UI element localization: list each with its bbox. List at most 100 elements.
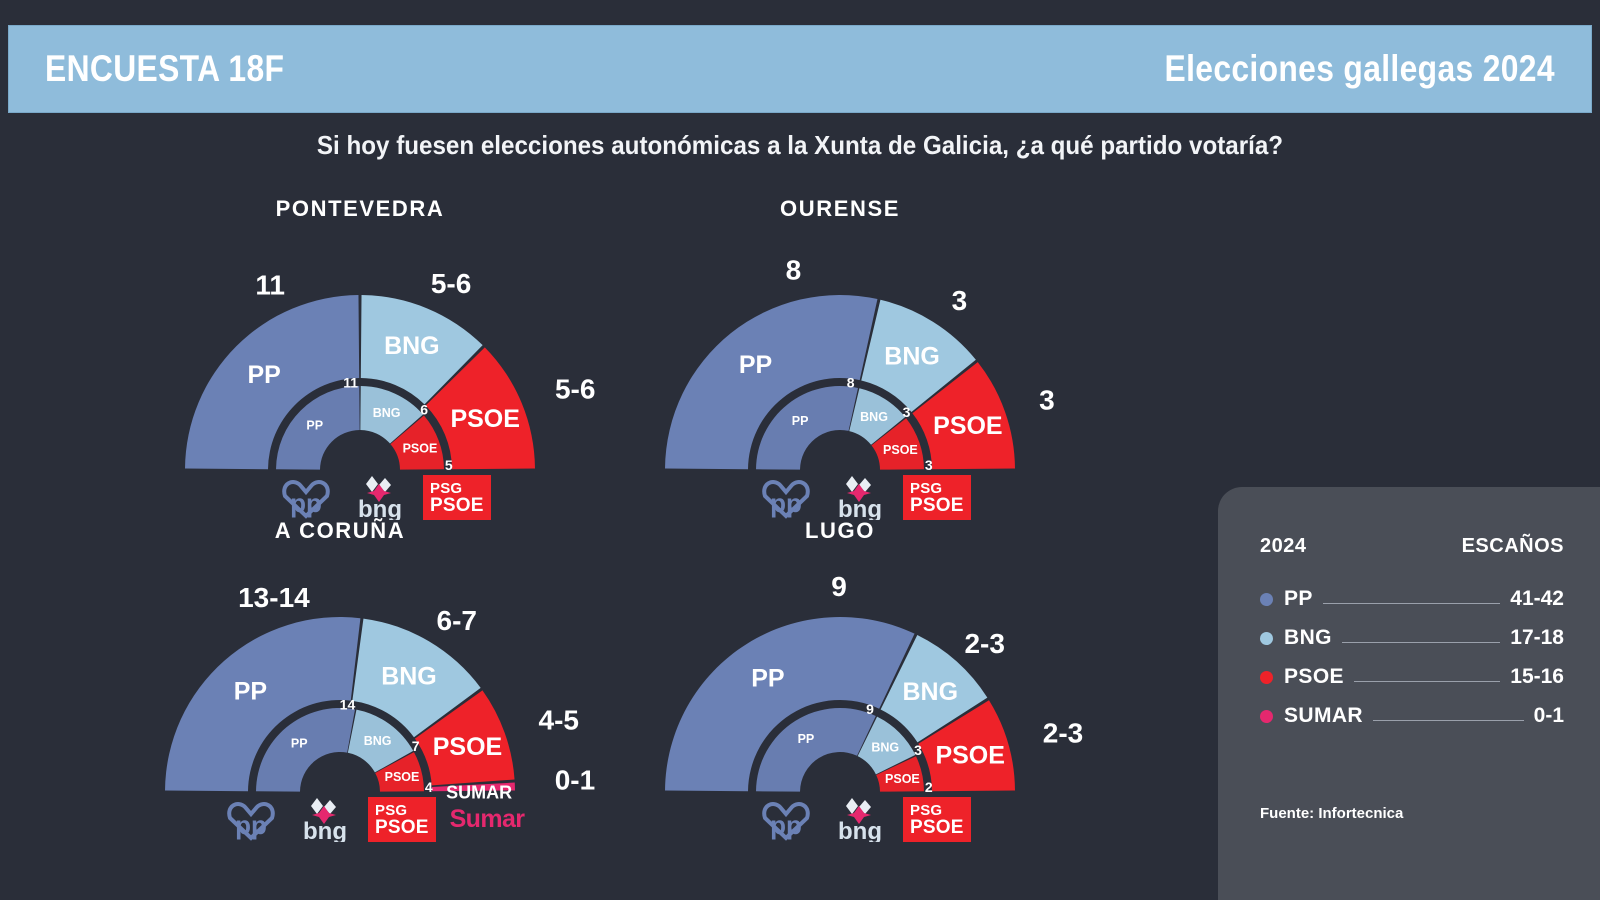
inner-arc-label: BNG <box>860 410 888 424</box>
outer-arc-label: BNG <box>381 662 437 690</box>
inner-arc-value: 3 <box>903 404 911 420</box>
outer-arc-value: 8 <box>786 254 802 285</box>
outer-arc-value: 0-1 <box>555 765 595 796</box>
outer-arc-label: PSOE <box>433 733 502 761</box>
pp-logo: pp <box>755 798 817 842</box>
source-credit: Fuente: Infortecnica <box>1260 805 1404 822</box>
legend-leader-line <box>1353 680 1501 682</box>
inner-arc-value: 5 <box>445 457 453 473</box>
outer-arc-label: PP <box>234 677 267 705</box>
outer-arc-pp <box>165 617 361 792</box>
outer-arc-bng <box>861 299 976 413</box>
legend-seats-header: ESCAÑOS <box>1461 535 1564 557</box>
chart-title: OURENSE <box>780 196 900 221</box>
inner-arc-pp <box>256 708 356 792</box>
inner-arc-psoe <box>871 418 924 470</box>
chart-title: LUGO <box>805 518 875 543</box>
inner-arc-value: 2 <box>925 779 933 795</box>
svg-text:bng: bng <box>838 496 882 520</box>
chart-title: PONTEVEDRA <box>275 196 445 221</box>
outer-arc-label: BNG <box>884 342 940 370</box>
outer-arc-value: 3 <box>1039 384 1055 415</box>
inner-arc-pp <box>276 386 360 470</box>
inner-arc-psoe <box>375 752 424 792</box>
outer-arc-pp <box>665 295 878 470</box>
pp-logo-icon: pp <box>762 480 810 519</box>
psoe-logo-line1: PSG <box>430 480 463 497</box>
outer-arc-label: PP <box>248 361 281 389</box>
inner-arc-value: 4 <box>425 779 433 795</box>
legend-party-name: PP <box>1284 587 1313 610</box>
inner-arc-label: PSOE <box>385 770 420 784</box>
psoe-logo-line2: PSOE <box>910 495 964 516</box>
chart-title: A CORUÑA <box>274 518 406 543</box>
semicircle-seat-chart: PP BNG PSOE PP BNG PSOE 8 3 3 8 3 3 <box>665 254 1055 473</box>
legend-row-psoe: PSOE 15-16 <box>1260 662 1564 692</box>
outer-arc-label: PP <box>739 351 772 379</box>
legend-row-pp: PP 41-42 <box>1260 584 1564 614</box>
inner-arc-label: PSOE <box>403 442 438 456</box>
pp-logo-icon: pp <box>762 802 810 841</box>
outer-arc-value: 13-14 <box>238 582 310 613</box>
bng-logo-icon: bng <box>358 476 402 520</box>
survey-question: Si hoy fuesen elecciones autonómicas a l… <box>316 130 1284 160</box>
inner-arc-label: BNG <box>373 406 401 420</box>
psg-psoe-logo: PSG PSOE <box>903 797 971 842</box>
psoe-logo-line1: PSG <box>910 480 943 497</box>
psg-psoe-logo: PSG PSOE <box>423 475 491 520</box>
chart-a-coruna: A CORUÑA PP BNG PSOE PP BNG PSOE 14 7 4 13-14 6-7 4-… <box>60 518 620 848</box>
inner-arc-label: BNG <box>364 734 392 748</box>
outer-arc-value: 2-3 <box>1043 718 1083 749</box>
outer-arc-label: BNG <box>903 678 959 706</box>
inner-arc-bng <box>849 388 906 445</box>
legend-party-name: BNG <box>1284 626 1332 649</box>
outer-arc-label: PP <box>751 664 784 692</box>
party-logo-strip: pp bng PSG PSOE <box>755 474 971 520</box>
pp-logo: pp <box>275 476 337 520</box>
outer-arc-bng <box>352 618 481 738</box>
inner-arc-psoe <box>876 756 924 792</box>
outer-arc-sumar <box>431 782 515 792</box>
bng-logo: bng <box>831 796 889 842</box>
psoe-logo-line2: PSOE <box>910 817 964 838</box>
outer-arc-value: 9 <box>831 571 847 602</box>
bng-logo: bng <box>351 474 409 520</box>
pp-logo-icon: pp <box>227 802 275 841</box>
survey-title: ENCUESTA 18F <box>45 48 285 89</box>
outer-arc-value: 5-6 <box>431 268 471 299</box>
psoe-logo-line2: PSOE <box>430 495 484 516</box>
legend-party-name: SUMAR <box>1284 704 1363 727</box>
legend-year: 2024 <box>1260 535 1307 557</box>
inner-arc-bng <box>360 386 424 444</box>
semicircle-seat-chart: PP BNG PSOE PP BNG PSOE 11 6 5 11 5-6 5-6 <box>185 268 595 473</box>
inner-arc-value: 11 <box>343 374 358 390</box>
outer-arc-label: PSOE <box>935 741 1004 769</box>
outer-arc-psoe <box>425 347 535 470</box>
legend-row-bng: BNG 17-18 <box>1260 623 1564 653</box>
psoe-logo-line1: PSG <box>375 802 408 819</box>
legend-seat-count: 41-42 <box>1510 587 1564 610</box>
inner-arc-label: BNG <box>871 741 899 755</box>
inner-arc-bng <box>857 716 916 775</box>
legend-card: 2024 ESCAÑOS PP 41-42 BNG 17-18 PSOE 15-16 SUM… <box>1218 487 1600 900</box>
outer-arc-pp <box>665 617 915 792</box>
inner-arc-label: PP <box>306 419 323 433</box>
legend-color-dot <box>1260 592 1273 606</box>
inner-arc-value: 14 <box>340 696 356 712</box>
legend-color-dot <box>1260 631 1273 645</box>
outer-arc-label-sumar: SUMAR <box>446 782 512 802</box>
svg-text:pp: pp <box>770 488 802 518</box>
inner-arc-pp <box>756 708 876 792</box>
semicircle-seat-chart: PP BNG PSOE PP BNG PSOE 9 3 2 9 2-3 2-3 <box>665 571 1083 795</box>
inner-arc-value: 9 <box>866 701 874 717</box>
svg-text:bng: bng <box>838 818 882 842</box>
svg-text:pp: pp <box>290 488 322 518</box>
legend-leader-line <box>1373 719 1524 721</box>
psg-psoe-logo: PSG PSOE <box>903 475 971 520</box>
inner-arc-label: PP <box>792 414 809 428</box>
province-charts: PONTEVEDRA PP BNG PSOE PP BNG PSOE 11 6 5 11 5-6 5-6… <box>0 196 1190 896</box>
psoe-logo-line1: PSG <box>910 802 943 819</box>
chart-ourense: OURENSE PP BNG PSOE PP BNG PSOE 8 3 3 8 3 3 pp bng PSG P… <box>560 196 1120 526</box>
bng-logo-icon: bng <box>838 798 882 842</box>
pp-logo: pp <box>220 798 282 842</box>
